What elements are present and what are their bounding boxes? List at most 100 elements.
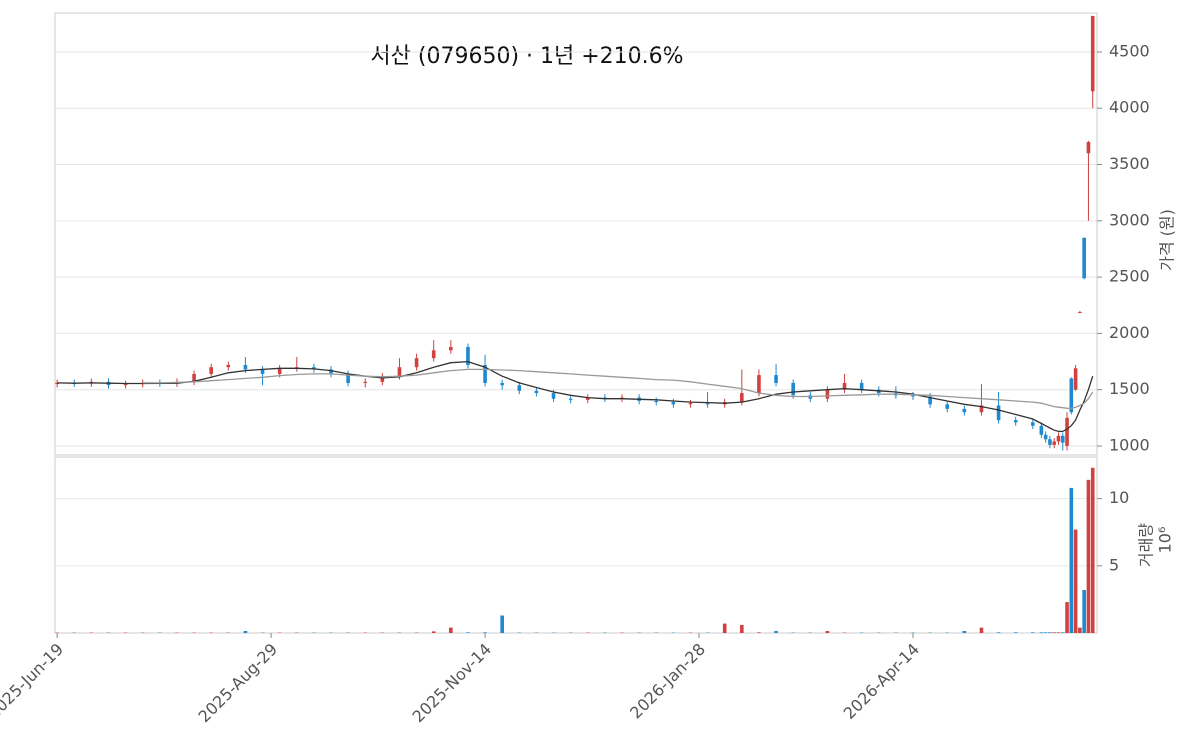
candle-body [1078,312,1082,314]
candle-body [1065,417,1069,446]
volume-bar [1090,467,1095,633]
candle-body [483,364,487,383]
candle-body [928,396,932,405]
volume-bar [483,632,487,633]
volume-bar [1086,479,1091,633]
candle-body [705,403,710,405]
candle-body [346,373,350,383]
candle-body [260,369,265,374]
candle-body [192,373,196,382]
candle-body [671,402,676,405]
candle-body [1090,15,1095,92]
candle-body [209,367,213,374]
y-tick-label: 3000 [1109,210,1150,229]
x-tick-label: 2025-Jun-19 [0,640,67,723]
volume-bar [431,631,436,633]
candle-body [774,375,778,383]
volume-tick-label: 5 [1109,555,1119,574]
volume-multiplier: 10⁶ [1156,527,1175,554]
candle-body [397,367,402,377]
candle-body [123,384,128,386]
candle-body [757,375,761,394]
candle-body [380,376,385,382]
y-tick-label: 1000 [1109,435,1150,454]
volume-axis-label: 거래량 [1137,523,1156,567]
candle-body [534,390,539,394]
candle-body [449,346,453,351]
x-tick-label: 2026-Apr-14 [840,640,923,723]
volume-bar [1060,632,1065,633]
candle-body [500,382,504,386]
y-tick-label: 3500 [1109,154,1150,173]
candle-body [945,404,950,409]
volume-bar [1082,590,1086,633]
candle-body [1082,237,1086,279]
volume-bar [1052,632,1057,633]
candle-body [414,358,419,368]
y-axis-label: 가격 (원) [1158,209,1177,271]
volume-bar [740,624,744,633]
volume-bar [996,632,1001,633]
volume-bar [962,630,967,633]
y-tick-label: 2500 [1109,267,1150,286]
candle-body [825,389,830,399]
volume-bar [466,632,470,633]
volume-bar [1031,632,1035,633]
candle-body [654,400,659,403]
volume-bar [500,615,504,633]
candle-body [791,382,795,396]
candle-body [962,408,967,413]
volume-bar [757,632,761,633]
candle-body [1073,368,1078,390]
candle-body [1086,142,1091,154]
y-tick-label: 1500 [1109,379,1150,398]
volume-bar [1043,632,1048,633]
candle-body [1048,439,1052,445]
candle-body [1031,422,1035,426]
volume-bar [243,630,248,633]
candle-body [979,405,984,413]
candle-body [1069,378,1074,413]
volume-bar [1056,632,1061,633]
candle-body [431,350,436,359]
volume-tick-label: 10 [1109,488,1129,507]
candle-body [363,381,368,383]
volume-bar [722,623,727,633]
candle-body [996,405,1001,421]
candle-body [568,398,573,400]
candle-body [1043,434,1048,440]
volume-bar [774,630,778,633]
volume-bar [979,627,984,633]
volume-bar [1078,627,1082,633]
y-tick-label: 4000 [1109,98,1150,117]
volume-bar [1073,529,1078,633]
candle-body [585,397,590,400]
candle-body [243,364,248,370]
volume-bar [1065,602,1069,633]
moving-average-line [142,368,1094,409]
candle-body [1060,435,1065,443]
candle-body [859,382,864,390]
x-tick-label: 2025-Aug-29 [194,640,281,727]
x-tick-label: 2025-Nov-14 [409,640,496,727]
volume-panel [54,456,1098,634]
volume-bar [1069,487,1074,633]
y-tick-label: 4500 [1109,41,1150,60]
candle-body [911,395,915,397]
y-tick-label: 2000 [1109,323,1150,342]
candle-body [1056,435,1061,442]
candle-body [226,364,231,368]
candle-body [466,346,470,365]
volume-bar [449,627,453,633]
candle-body [1052,441,1057,445]
candle-body [517,385,522,391]
candle-body [842,382,847,390]
price-panel [54,12,1098,456]
candle-body [329,369,333,374]
candle-body [688,403,693,405]
candle-body [740,393,744,403]
x-tick-label: 2026-Jan-28 [626,640,709,723]
candle-body [277,368,282,374]
